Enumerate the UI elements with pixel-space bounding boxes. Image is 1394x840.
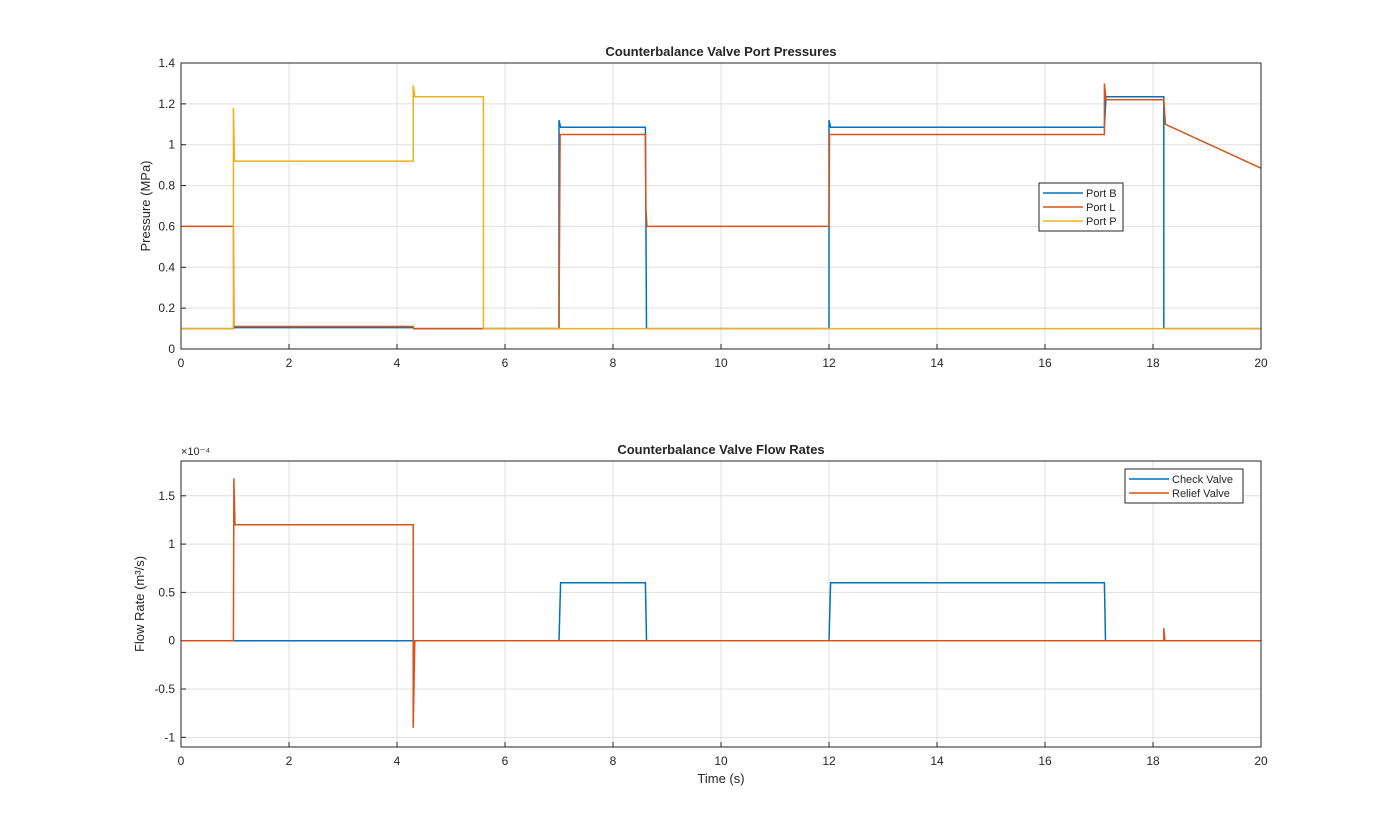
y-axis-label: Pressure (MPa): [138, 160, 153, 251]
axes-2: 0 2 4 6 8 10 12 14 16 18 20 -1 -0.5 0 0.5 1 1.5 Counterba…: [132, 442, 1268, 786]
x-tick-label: 8: [610, 754, 617, 768]
x-axis-label: Time (s): [697, 771, 744, 786]
legend: Check Valve Relief Valve: [1124, 468, 1244, 504]
x-tick-label: 20: [1254, 754, 1268, 768]
chart-title: Counterbalance Valve Flow Rates: [617, 442, 824, 457]
x-tick-label: 0: [178, 754, 185, 768]
x-tick-label: 10: [714, 754, 728, 768]
y-axis-label: Flow Rate (m³/s): [132, 556, 147, 652]
y-exponent-label: ×10⁻⁴: [181, 446, 210, 458]
x-tick-label: 6: [502, 754, 509, 768]
y-tick-label: 0: [168, 342, 175, 356]
legend-entry: Relief Valve: [1172, 488, 1230, 500]
legend-entry: Check Valve: [1172, 474, 1233, 486]
y-tick-label: 1: [168, 138, 175, 152]
y-tick-label: -1: [164, 730, 175, 744]
y-tick-label: 1.5: [158, 489, 175, 503]
x-tick-label: 12: [822, 754, 836, 768]
x-tick-label: 6: [502, 356, 509, 370]
y-tick-label: -0.5: [154, 682, 175, 696]
axes-box: [180, 460, 1262, 748]
x-tick-label: 14: [930, 754, 944, 768]
x-tick-label: 8: [610, 356, 617, 370]
x-tick-label: 4: [394, 356, 401, 370]
y-tick-label: 1.4: [158, 56, 175, 70]
series-line-relief-valve: [181, 478, 1261, 728]
chart-title: Counterbalance Valve Port Pressures: [605, 44, 836, 59]
y-tick-label: 0.5: [158, 585, 175, 599]
series-line-port-p: [181, 85, 1261, 330]
x-tick-label: 18: [1146, 356, 1160, 370]
x-tick-label: 12: [822, 356, 836, 370]
x-tick-label: 2: [286, 356, 293, 370]
y-tick-label: 1.2: [158, 97, 175, 111]
legend-entry: Port B: [1086, 188, 1117, 200]
y-tick-label: 0.4: [158, 260, 175, 274]
series-line-port-l: [181, 83, 1261, 330]
x-tick-label: 2: [286, 754, 293, 768]
x-tick-label: 10: [714, 356, 728, 370]
axes-1: 0 2 4 6 8 10 12 14 16 18 20 0 0.2 0.4 0.6 0.8 1 1.2 1.4 Cou…: [138, 44, 1268, 370]
x-tick-label: 20: [1254, 356, 1268, 370]
legend: Port B Port L Port P: [1038, 182, 1124, 232]
legend-entry: Port P: [1086, 216, 1117, 228]
x-tick-label: 4: [394, 754, 401, 768]
y-tick-label: 0.8: [158, 179, 175, 193]
y-tick-label: 0: [168, 634, 175, 648]
x-tick-label: 18: [1146, 754, 1160, 768]
y-tick-label: 1: [168, 537, 175, 551]
legend-box: [1124, 468, 1244, 504]
y-tick-label: 0.6: [158, 219, 175, 233]
axes-box: [180, 62, 1262, 350]
x-tick-label: 0: [178, 356, 185, 370]
x-tick-label: 16: [1038, 754, 1052, 768]
y-tick-label: 0.2: [158, 301, 175, 315]
x-tick-label: 14: [930, 356, 944, 370]
legend-entry: Port L: [1086, 202, 1115, 214]
x-tick-label: 16: [1038, 356, 1052, 370]
